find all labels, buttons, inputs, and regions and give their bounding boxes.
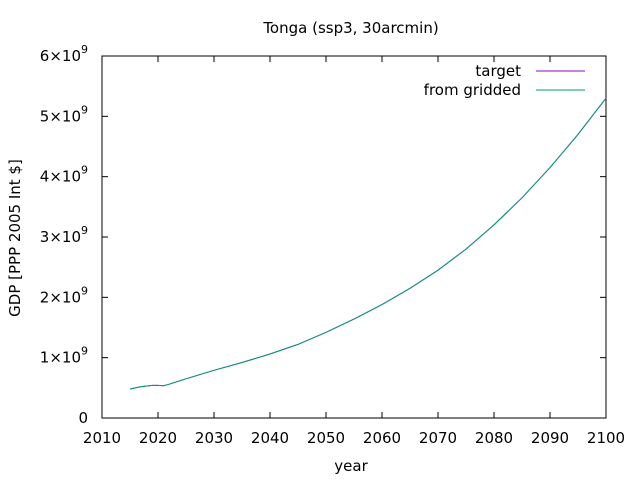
x-tick-label: 2100 — [587, 429, 625, 447]
x-tick-label: 2060 — [363, 429, 401, 447]
legend-label: target — [475, 62, 521, 80]
series-line-2 — [129, 97, 607, 390]
y-tick-label: 3×109 — [40, 224, 88, 246]
x-tick-label: 2050 — [307, 429, 345, 447]
y-tick-exponent: 9 — [81, 284, 88, 297]
y-tick-label: 0 — [78, 409, 88, 427]
series-lines — [129, 97, 607, 390]
x-tick-label: 2090 — [531, 429, 569, 447]
legend-label: from gridded — [424, 81, 521, 99]
y-tick-label: 4×109 — [40, 164, 88, 186]
y-tick-label: 1×109 — [40, 345, 88, 367]
plot-frame — [101, 55, 607, 419]
x-tick-label: 2020 — [139, 429, 177, 447]
y-tick-label: 2×109 — [40, 284, 88, 306]
y-tick-label: 5×109 — [40, 103, 88, 125]
x-axis-label: year — [334, 457, 368, 475]
x-tick-label: 2070 — [419, 429, 457, 447]
y-tick-exponent: 9 — [81, 224, 88, 237]
y-tick-exponent: 9 — [81, 164, 88, 177]
chart-title: Tonga (ssp3, 30arcmin) — [262, 19, 438, 37]
y-axis-label: GDP [PPP 2005 Int $] — [6, 159, 24, 317]
x-tick-label: 2040 — [251, 429, 289, 447]
y-axis: 0 1×109 2×109 3×109 4×109 5×109 6×109 — [40, 43, 606, 427]
y-tick-exponent: 9 — [81, 43, 88, 56]
y-tick-label: 6×109 — [40, 43, 88, 65]
x-tick-label: 2010 — [83, 429, 121, 447]
x-tick-label: 2030 — [195, 429, 233, 447]
series-line-1 — [129, 97, 607, 390]
x-axis: 2010 2020 2030 2040 2050 2060 2070 2080 2090 2100 — [83, 56, 625, 447]
x-tick-label: 2080 — [475, 429, 513, 447]
y-tick-exponent: 9 — [81, 345, 88, 358]
y-tick-exponent: 9 — [81, 103, 88, 116]
